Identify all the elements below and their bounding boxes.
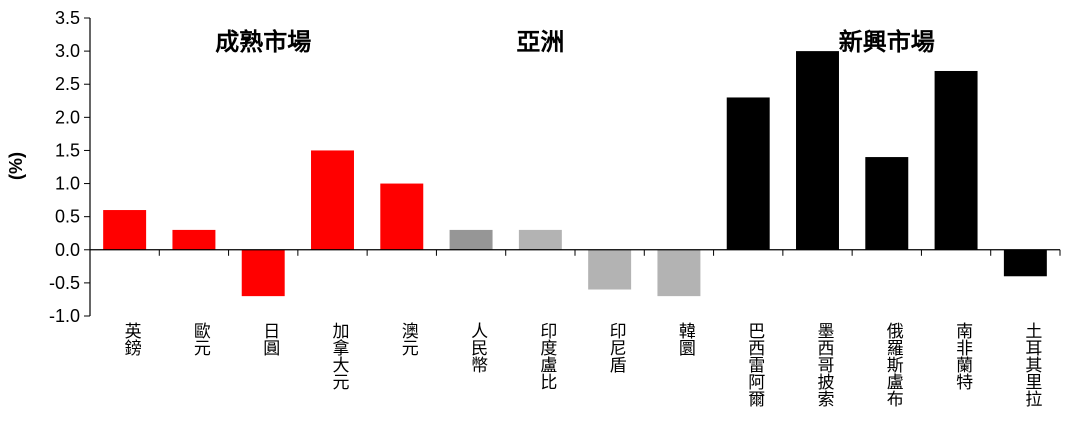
y-tick-label: 3.0 — [55, 41, 80, 61]
x-tick-label: 澳元 — [398, 322, 419, 356]
x-tick-label: 韓圜 — [675, 322, 696, 356]
x-tick-label: 俄羅斯盧布 — [883, 322, 904, 407]
y-axis-label: (%) — [6, 152, 26, 180]
bar — [588, 249, 632, 290]
bar — [796, 51, 839, 250]
x-tick-label: 南非蘭特 — [952, 322, 973, 390]
x-tick-label: 印度盧比 — [536, 322, 557, 390]
group-label: 亞洲 — [516, 28, 564, 56]
y-tick-label: -1.0 — [49, 306, 80, 326]
x-tick-label: 印尼盾 — [606, 322, 627, 373]
x-tick-label: 人民幣 — [467, 322, 488, 373]
x-tick-label: 巴西雷阿爾 — [744, 322, 765, 407]
bar — [103, 210, 147, 250]
bar — [657, 249, 701, 297]
x-tick-label: 墨西哥披索 — [814, 322, 835, 407]
y-tick-label: 0.0 — [55, 240, 80, 260]
y-tick-label: 1.0 — [55, 174, 80, 194]
x-tick-label: 歐元 — [190, 322, 211, 356]
bar — [380, 183, 424, 250]
bar — [311, 150, 354, 250]
x-tick-label: 日圓 — [259, 322, 279, 356]
x-tick-label: 加拿大元 — [329, 322, 350, 390]
bar — [241, 249, 285, 297]
y-tick-label: 1.5 — [55, 140, 80, 160]
group-label: 成熟市場 — [215, 28, 311, 56]
bar — [726, 97, 770, 250]
bar — [934, 70, 978, 250]
bar — [518, 229, 562, 250]
y-tick-label: -0.5 — [49, 273, 80, 293]
group-label: 新興市場 — [839, 28, 935, 56]
bar — [449, 229, 493, 250]
bar — [1003, 249, 1047, 277]
y-tick-label: 2.5 — [55, 74, 80, 94]
y-tick-label: 0.5 — [55, 207, 80, 227]
x-tick-label: 英鎊 — [121, 322, 142, 357]
bar — [172, 229, 216, 250]
y-tick-label: 3.5 — [55, 8, 80, 28]
bar — [865, 157, 909, 250]
y-tick-label: 2.0 — [55, 107, 80, 127]
x-tick-label: 土耳其里拉 — [1021, 322, 1042, 408]
